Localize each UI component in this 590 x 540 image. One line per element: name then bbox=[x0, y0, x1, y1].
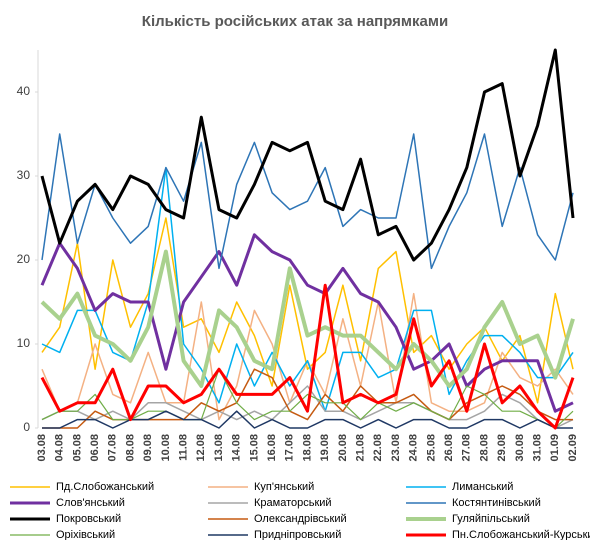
legend-label: Оріхівський bbox=[56, 529, 115, 540]
series-line bbox=[40, 233, 574, 413]
x-tick-label: 29.08 bbox=[496, 434, 508, 462]
y-tick-label: 20 bbox=[17, 252, 31, 266]
series-line bbox=[40, 48, 575, 262]
x-tick-label: 01.09 bbox=[549, 434, 561, 462]
y-tick-label: 40 bbox=[17, 84, 31, 98]
x-tick-label: 18.08 bbox=[301, 434, 313, 462]
legend-label: Придніпровський bbox=[254, 529, 341, 540]
x-tick-label: 15.08 bbox=[248, 434, 260, 462]
y-tick-label: 30 bbox=[17, 168, 31, 182]
x-tick-label: 26.08 bbox=[443, 434, 455, 462]
x-tick-label: 24.08 bbox=[408, 434, 420, 462]
legend-label: Краматорський bbox=[254, 497, 332, 509]
x-tick-label: 07.08 bbox=[107, 434, 119, 462]
x-tick-label: 12.08 bbox=[195, 434, 207, 462]
legend-label: Олександрівський bbox=[254, 513, 347, 525]
x-tick-label: 05.08 bbox=[71, 434, 83, 462]
legend-label: Куп'янський bbox=[254, 481, 314, 493]
x-tick-label: 27.08 bbox=[461, 434, 473, 462]
x-tick-label: 17.08 bbox=[284, 434, 296, 462]
legend-label: Пд.Слобожанський bbox=[56, 481, 154, 493]
legend-label: Пн.Слобожанський-Курський bbox=[452, 529, 590, 540]
x-tick-label: 19.08 bbox=[319, 434, 331, 462]
x-tick-label: 22.08 bbox=[372, 434, 384, 462]
x-tick-label: 31.08 bbox=[532, 434, 544, 462]
y-tick-label: 0 bbox=[23, 420, 30, 434]
legend-label: Слов'янський bbox=[56, 497, 125, 509]
x-tick-label: 30.08 bbox=[514, 434, 526, 462]
y-tick-label: 10 bbox=[17, 336, 31, 350]
legend-label: Покровський bbox=[56, 513, 121, 525]
x-tick-label: 20.08 bbox=[337, 434, 349, 462]
legend-label: Гуляйпільський bbox=[452, 513, 530, 525]
x-tick-label: 03.08 bbox=[36, 434, 48, 462]
chart-title: Кількість російських атак за напрямками bbox=[142, 13, 448, 30]
legend-label: Лиманський bbox=[452, 481, 513, 493]
x-tick-label: 14.08 bbox=[231, 434, 243, 462]
x-tick-label: 23.08 bbox=[390, 434, 402, 462]
series-line bbox=[40, 249, 575, 388]
x-tick-label: 04.08 bbox=[54, 434, 66, 462]
x-tick-label: 16.08 bbox=[266, 434, 278, 462]
series-line bbox=[41, 133, 574, 270]
x-tick-label: 06.08 bbox=[89, 434, 101, 462]
x-tick-label: 02.09 bbox=[567, 434, 579, 462]
x-tick-label: 10.08 bbox=[160, 434, 172, 462]
x-tick-label: 25.08 bbox=[425, 434, 437, 462]
x-tick-label: 09.08 bbox=[142, 434, 154, 462]
x-tick-label: 21.08 bbox=[355, 434, 367, 462]
x-tick-label: 28.08 bbox=[478, 434, 490, 462]
series-line bbox=[40, 283, 575, 430]
x-tick-label: 13.08 bbox=[213, 434, 225, 462]
legend-label: Костянтинівський bbox=[452, 497, 541, 509]
x-tick-label: 11.08 bbox=[178, 434, 190, 461]
x-tick-label: 08.08 bbox=[124, 434, 136, 462]
